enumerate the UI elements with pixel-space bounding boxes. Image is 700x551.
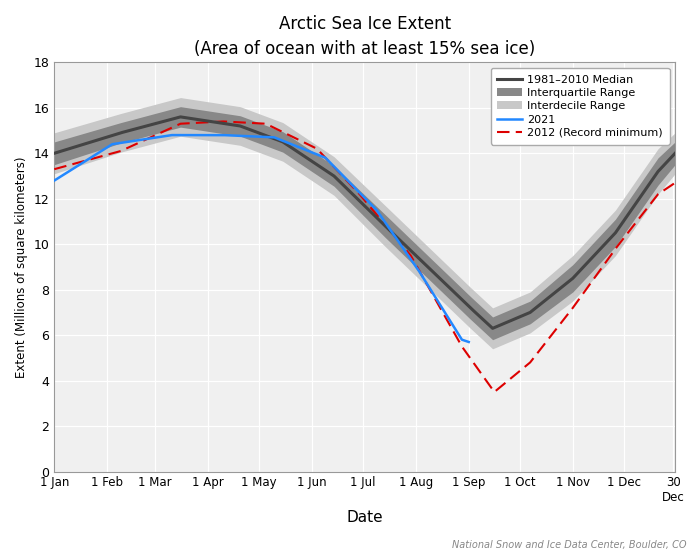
Legend: 1981–2010 Median, Interquartile Range, Interdecile Range, 2021, 2012 (Record min: 1981–2010 Median, Interquartile Range, I…: [491, 68, 670, 144]
X-axis label: Date: Date: [346, 510, 383, 525]
Title: Arctic Sea Ice Extent
(Area of ocean with at least 15% sea ice): Arctic Sea Ice Extent (Area of ocean wit…: [194, 15, 536, 58]
Text: National Snow and Ice Data Center, Boulder, CO: National Snow and Ice Data Center, Bould…: [452, 540, 686, 550]
Y-axis label: Extent (Millions of square kilometers): Extent (Millions of square kilometers): [15, 156, 28, 377]
